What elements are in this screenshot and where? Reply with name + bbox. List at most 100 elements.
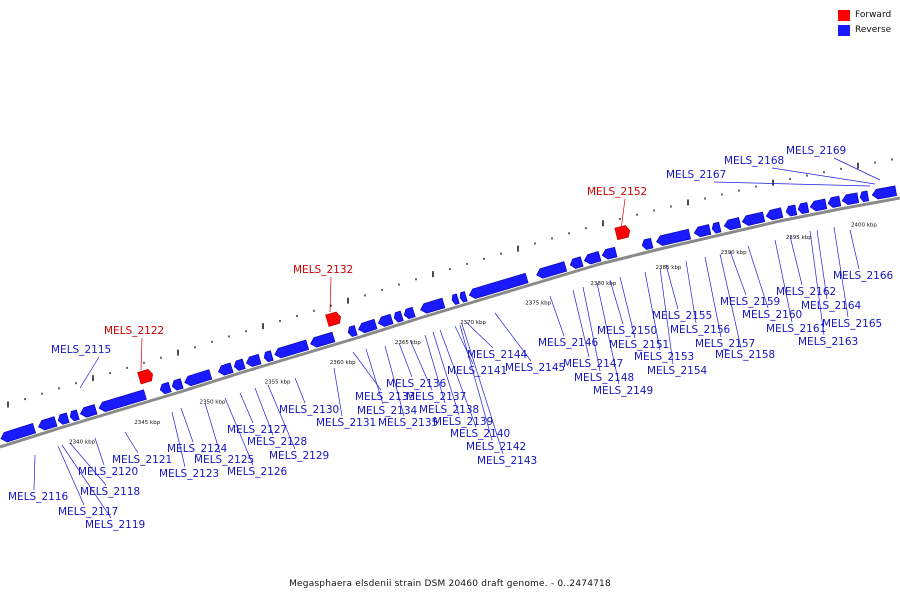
scale-label: 2380 kbp (590, 281, 616, 287)
reverse-gene-shape (171, 378, 184, 391)
reverse-gene-arrow (233, 358, 246, 371)
gene-label: MELS_2137 (406, 391, 466, 403)
scale-label: 2345 kbp (134, 420, 160, 426)
reverse-gene-shape (827, 195, 842, 208)
map-caption: Megasphaera elsdenii strain DSM 20460 dr… (289, 579, 611, 589)
scale-labels: 2340 kbp 2345 kbp 2350 kbp 2355 kbp 2360 kbp… (69, 223, 877, 446)
leader-line (94, 437, 105, 466)
leader-line (180, 407, 194, 443)
reverse-gene-shape (159, 381, 172, 395)
gene-label: MELS_2154 (647, 365, 707, 377)
gene-label: MELS_2147 (563, 358, 623, 370)
reverse-gene-arrow (723, 217, 742, 231)
leader-line (713, 181, 871, 187)
reverse-gene-arrow (641, 237, 654, 250)
scale-ticks (7, 158, 893, 408)
reverse-gene-arrow (711, 221, 722, 234)
leader-line (459, 324, 493, 441)
reverse-gene-shape (79, 404, 98, 418)
leader-line (465, 321, 494, 349)
reverse-gene-shape (38, 416, 58, 431)
gene-label: MELS_2165 (822, 318, 882, 330)
gene-label: MELS_2145 (505, 362, 565, 374)
reverse-gene-arrow (468, 272, 529, 299)
leader-line (352, 351, 382, 391)
legend-forward: Forward (838, 9, 900, 24)
reverse-gene-shape (217, 362, 234, 376)
reverse-gene-arrow (785, 204, 798, 217)
gene-label: MELS_2120 (78, 466, 138, 478)
reverse-gene-arrow (79, 404, 98, 418)
leader-line (816, 229, 828, 300)
reverse-gene-shape (723, 217, 742, 231)
forward-swatch (838, 10, 850, 21)
gene-label: MELS_2117 (58, 506, 118, 518)
reverse-gene-shape (393, 310, 404, 323)
leader-line (239, 392, 254, 424)
scale-label: 2390 kbp (721, 250, 747, 256)
gene-label: MELS_2156 (670, 324, 730, 336)
forward-gene-shape (137, 368, 154, 385)
reverse-gene-arrow (809, 198, 828, 212)
gene-label: MELS_2150 (597, 325, 657, 337)
scale-label: 2350 kbp (199, 400, 225, 406)
reverse-gene-arrow (69, 409, 80, 422)
reverse-gene-arrow (184, 369, 213, 387)
gene-label: MELS_2142 (466, 441, 526, 453)
reverse-gene-shape (245, 353, 262, 367)
reverse-gene-arrow (797, 202, 810, 214)
gene-label: MELS_2135 (378, 417, 438, 429)
gene-label: MELS_2152 (587, 186, 647, 198)
leader-line (582, 286, 601, 372)
reverse-gene-arrow (765, 207, 784, 221)
forward-gene-shape (325, 311, 342, 327)
gene-label: MELS_2126 (227, 466, 287, 478)
legend-reverse: Reverse (838, 24, 900, 39)
reverse-gene-shape (358, 318, 378, 334)
reverse-gene-arrow (98, 389, 147, 412)
reverse-gene-shape (69, 409, 80, 422)
reverse-gene-shape (765, 207, 784, 221)
leader-line (461, 323, 504, 455)
leader-line (549, 295, 565, 337)
reverse-gene-arrow (347, 325, 358, 337)
leader-line (771, 167, 876, 185)
leader-line (57, 445, 85, 506)
leader-line (789, 235, 803, 286)
gene-label: MELS_2122 (104, 325, 164, 337)
gene-label: MELS_2132 (293, 264, 353, 276)
reverse-gene-arrow (656, 228, 692, 246)
gene-label: MELS_2167 (666, 169, 726, 181)
scale-label: 2370 kbp (460, 320, 486, 326)
leader-line (809, 230, 825, 336)
leader-line (849, 229, 860, 270)
reverse-gene-shape (711, 221, 722, 234)
leader-line (33, 454, 36, 491)
gene-label: MELS_2133 (355, 391, 415, 403)
reverse-gene-arrow (841, 192, 860, 205)
leader-line (747, 245, 769, 309)
strand-legend: Forward Reverse (838, 9, 900, 39)
leader-line (294, 377, 306, 404)
leader-line (439, 329, 477, 428)
reverse-gene-shape (274, 339, 310, 359)
leader-line (596, 282, 620, 385)
backbone-line (0, 196, 900, 449)
scale-label: 2375 kbp (525, 301, 551, 307)
leader-line (124, 431, 139, 454)
reverse-gene-shape (451, 293, 460, 305)
reverse-gene-arrow (393, 310, 404, 323)
reverse-gene-shape (420, 297, 446, 314)
leader-line (685, 260, 697, 324)
leader-line (619, 198, 626, 238)
leader-line (454, 325, 474, 365)
gene-label: MELS_2151 (609, 339, 669, 351)
forward-label: Forward (855, 10, 892, 20)
gene-label: MELS_2146 (538, 337, 598, 349)
reverse-gene-shape (536, 261, 568, 279)
reverse-gene-shape (0, 423, 37, 443)
reverse-gene-arrow (159, 381, 172, 395)
reverse-gene-shape (741, 211, 766, 226)
leader-line (609, 279, 624, 325)
gene-label: MELS_2168 (724, 155, 784, 167)
